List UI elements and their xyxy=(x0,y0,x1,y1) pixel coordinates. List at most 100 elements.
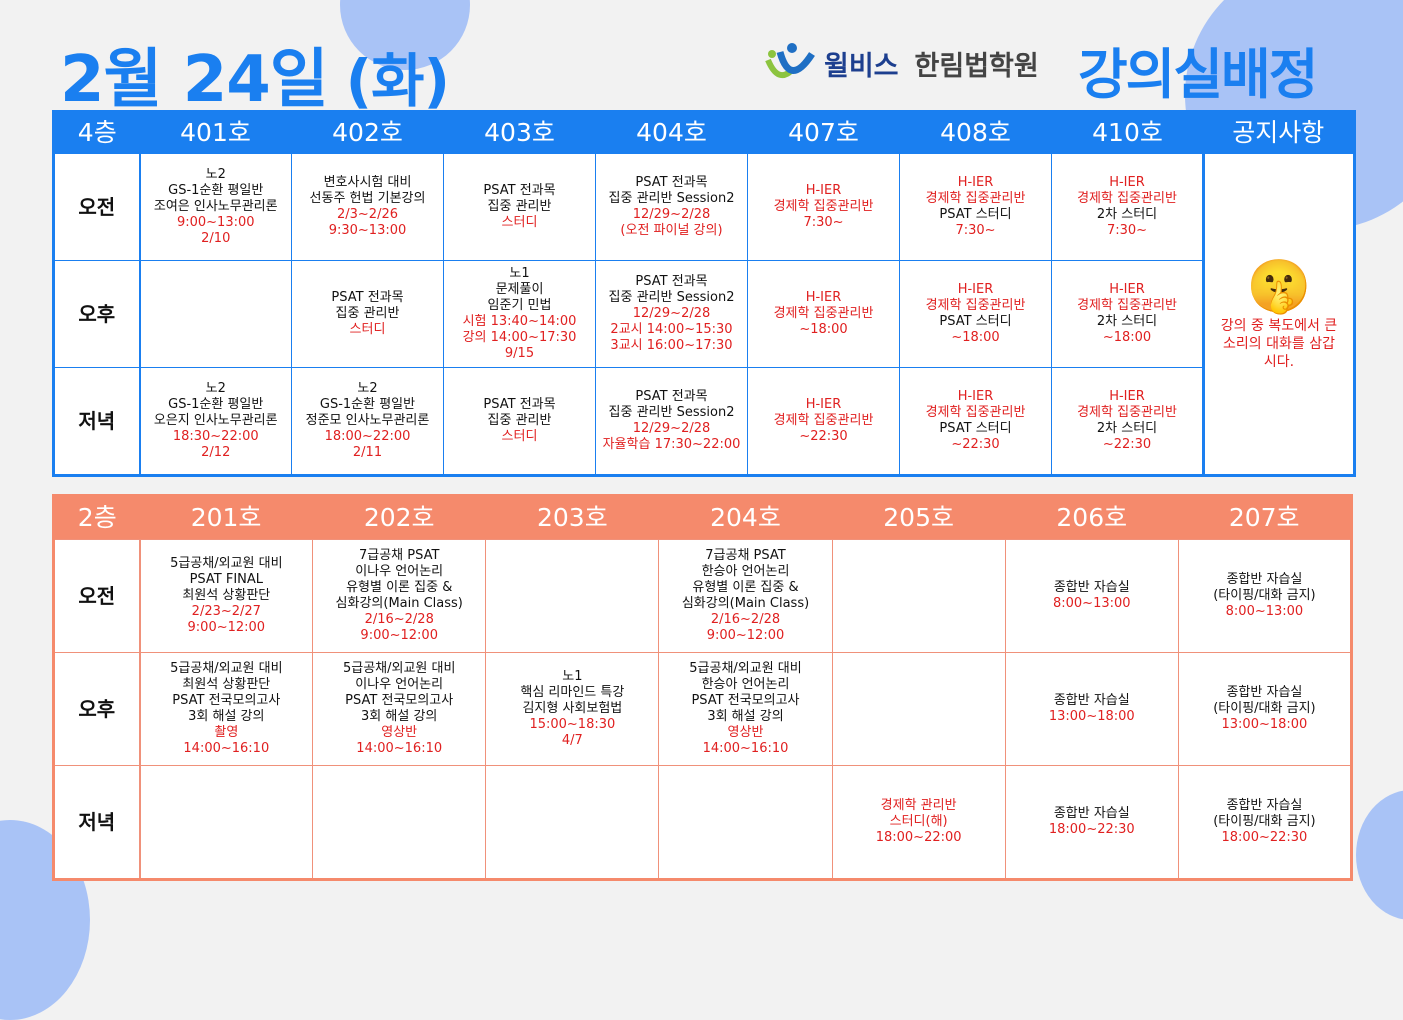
cell-line: 경제학 집중관리반 xyxy=(925,298,1026,313)
cell-line: 14:00~16:10 xyxy=(356,741,443,756)
cell-line: 8:00~13:00 xyxy=(1225,604,1304,619)
schedule-cell: H-IER 경제학 집중관리반 2차 스터디 ~18:00 xyxy=(1051,260,1204,368)
cell-line: 9:00~13:00 xyxy=(176,215,255,230)
schedule-cell xyxy=(138,765,314,880)
cell-line: H-IER xyxy=(805,290,842,305)
cell-line: 종합반 자습실 xyxy=(1053,580,1130,595)
cell-line: 촬영 xyxy=(214,725,239,740)
cell-line: PSAT 전국모의고사 xyxy=(172,693,281,708)
cell-line: 이나우 언어논리 xyxy=(355,677,444,692)
cell-line: 18:30~22:00 xyxy=(172,429,259,444)
period-label: 저녁 xyxy=(53,367,141,476)
schedule-cell xyxy=(658,765,833,880)
schedule-cell xyxy=(312,765,487,880)
cell-line: 집중 관리반 xyxy=(487,413,552,428)
cell-line: PSAT 스터디 xyxy=(939,421,1012,436)
schedule-cell: 5급공채/외교원 대비 한승아 언어논리 PSAT 전국모의고사 3회 해설 강의 영상… xyxy=(658,652,833,766)
cell-line: 9:00~12:00 xyxy=(706,628,785,643)
schedule-row: 오후 5급공채/외교원 대비 최원석 상황판단 PSAT 전국모의고사 3회 해설 강의… xyxy=(53,652,1353,766)
floor-header: 2층 xyxy=(53,495,140,540)
cell-line: 경제학 집중관리반 xyxy=(773,199,874,214)
cell-line: 시험 13:40~14:00 xyxy=(462,314,577,329)
cell-line: 집중 관리반 Session2 xyxy=(608,405,735,420)
cell-line: 종합반 자습실 xyxy=(1226,798,1303,813)
cell-line: 강의 14:00~17:30 xyxy=(462,330,577,345)
cell-line: PSAT 전국모의고사 xyxy=(345,693,454,708)
cell-line: 영상반 xyxy=(381,725,418,740)
schedule-cell: PSAT 전과목 집중 관리반 Session2 12/29~2/28 자율학습 17… xyxy=(595,367,748,476)
schedule-cell xyxy=(831,652,1006,766)
schedule-cell xyxy=(139,260,292,368)
cell-line: PSAT 스터디 xyxy=(939,207,1012,222)
room-header: 205호 xyxy=(832,495,1006,540)
heading: 강의실배정 xyxy=(1078,43,1318,106)
cell-line: 종합반 자습실 xyxy=(1226,572,1303,587)
room-header: 206호 xyxy=(1005,495,1179,540)
cell-line: 3회 해설 강의 xyxy=(361,709,438,724)
cell-line: (오전 파이널 강의) xyxy=(620,223,723,238)
cell-line: 9:00~12:00 xyxy=(360,628,438,643)
cell-line: ~22:30 xyxy=(951,437,1000,452)
floor-header: 4층 xyxy=(53,111,140,154)
cell-line: 14:00~16:10 xyxy=(183,741,270,756)
cell-line: 한승아 언어논리 xyxy=(701,564,790,579)
cell-line: 경제학 집중관리반 xyxy=(925,405,1026,420)
cell-line: 2차 스터디 xyxy=(1096,314,1158,329)
cell-line: 스터디 xyxy=(501,429,538,444)
cell-line: 2/3~2/26 xyxy=(336,207,398,222)
period-label: 저녁 xyxy=(53,765,141,880)
notice-cell: 🤫 강의 중 복도에서 큰 소리의 대화를 삼갑시다. xyxy=(1202,153,1355,476)
schedule-cell: 노2 GS-1순환 평일반 정준모 인사노무관리론 18:00~22:00 2/11 xyxy=(291,367,444,476)
cell-line: GS-1순환 평일반 xyxy=(168,183,264,198)
cell-line: 종합반 자습실 xyxy=(1053,806,1130,821)
cell-line: 정준모 인사노무관리론 xyxy=(305,413,430,428)
cell-line: ~22:30 xyxy=(799,429,848,444)
cell-line: 심화강의(Main Class) xyxy=(681,596,810,611)
cell-line: 집중 관리반 xyxy=(335,306,400,321)
cell-line: 경제학 집중관리반 xyxy=(1077,191,1177,206)
schedule-row: 오후 PSAT 전과목 집중 관리반 스터디 노1 문제풀이 임준기 민법 시험 13:40~… xyxy=(53,260,1355,368)
cell-line: GS-1순환 평일반 xyxy=(319,397,416,412)
cell-line: PSAT 전과목 xyxy=(635,389,708,404)
cell-line: 2/16~2/28 xyxy=(710,612,781,627)
cell-line: 유형별 이론 집중 & xyxy=(692,580,799,595)
cell-line: 심화강의(Main Class) xyxy=(335,596,463,611)
cell-line: 스터디 xyxy=(501,215,538,230)
room-header: 207호 xyxy=(1178,495,1352,540)
cell-line: H-IER xyxy=(957,389,994,404)
cell-line: 2교시 14:00~15:30 xyxy=(610,322,733,337)
room-header: 204호 xyxy=(658,495,833,540)
room-header: 404호 xyxy=(595,111,748,154)
cell-line: H-IER xyxy=(805,397,842,412)
period-label: 오후 xyxy=(53,652,141,766)
schedule-cell: H-IER 경제학 집중관리반 2차 스터디 7:30~ xyxy=(1051,153,1204,261)
cell-line: 3회 해설 강의 xyxy=(707,709,784,724)
room-header: 408호 xyxy=(899,111,1052,154)
cell-line: 노1 xyxy=(562,669,583,684)
cell-line: 이나우 언어논리 xyxy=(355,564,444,579)
cell-line: 집중 관리반 Session2 xyxy=(608,290,735,305)
schedule-cell: 5급공채/외교원 대비 이나우 언어논리 PSAT 전국모의고사 3회 해설 강의 영상… xyxy=(312,652,487,766)
schedule-cell: 종합반 자습실 13:00~18:00 xyxy=(1004,652,1179,766)
decor-circle xyxy=(1356,790,1403,920)
schedule-cell: PSAT 전과목 집중 관리반 Session2 12/29~2/28 2교시 14:… xyxy=(595,260,748,368)
schedule-cell: 변호사시험 대비 선동주 헌법 기본강의 2/3~2/26 9:30~13:00 xyxy=(291,153,444,261)
cell-line: 종합반 자습실 xyxy=(1053,693,1130,708)
cell-line: 9:30~13:00 xyxy=(328,223,407,238)
schedule-row: 저녁 경제학 관리반 스터디(해) 18:00~22:00 종합반 자습실 18:00~2… xyxy=(53,765,1353,880)
cell-line: 경제학 집중관리반 xyxy=(1077,405,1177,420)
cell-line: 한승아 언어논리 xyxy=(701,677,790,692)
logo-academy: 한림법학원 xyxy=(914,50,1039,82)
page-title: 2월 24일 (화) xyxy=(60,28,450,120)
cell-line: 노1 xyxy=(509,266,530,281)
cell-line: 8:00~13:00 xyxy=(1052,596,1131,611)
cell-line: 13:00~18:00 xyxy=(1221,717,1308,732)
schedule-cell: PSAT 전과목 집중 관리반 스터디 xyxy=(291,260,444,368)
cell-line: 경제학 집중관리반 xyxy=(925,191,1026,206)
cell-line: PSAT 전과목 xyxy=(483,183,556,198)
cell-line: 변호사시험 대비 xyxy=(323,175,412,190)
cell-line: PSAT 전과목 xyxy=(635,175,708,190)
cell-line: 2/12 xyxy=(201,445,231,460)
cell-line: 최원석 상황판단 xyxy=(182,677,271,692)
cell-line: 5급공채/외교원 대비 xyxy=(689,661,802,676)
